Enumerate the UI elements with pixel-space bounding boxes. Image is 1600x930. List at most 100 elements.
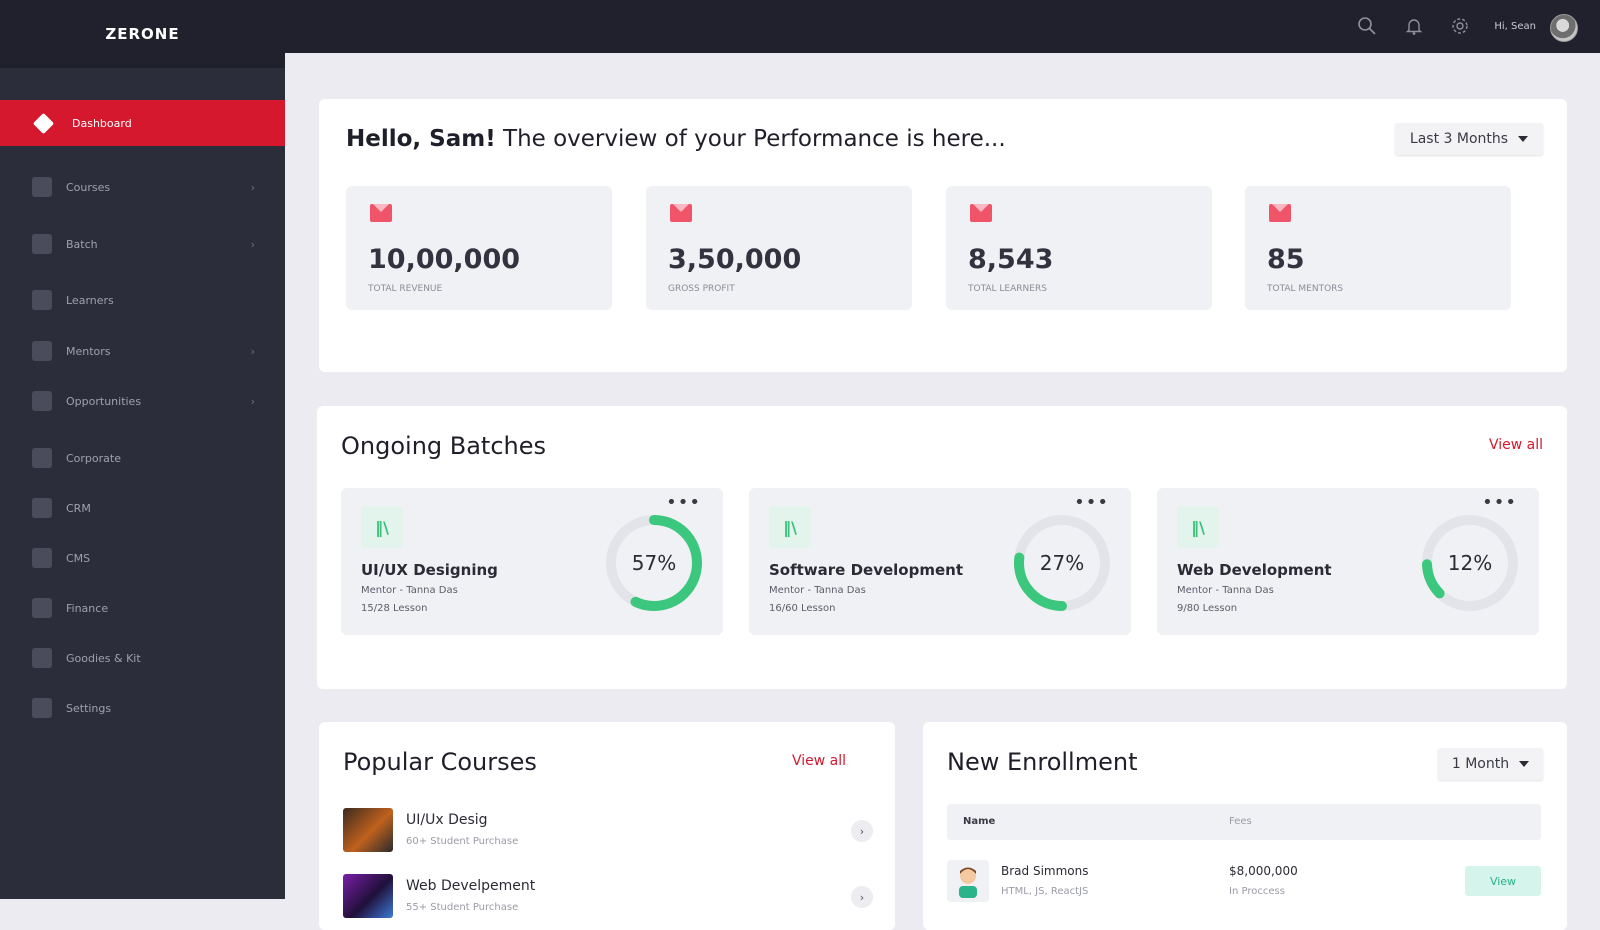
chevron-right-icon[interactable]: › (851, 886, 873, 908)
new-enrollment-card: New Enrollment 1 Month Name Fees Brad Si… (923, 722, 1567, 930)
sidebar-item-label: Learners (66, 293, 114, 307)
greeting-bold: Hello, Sam! (346, 126, 496, 152)
sidebar-item-corporate[interactable]: Corporate (0, 435, 285, 481)
column-header-name: Name (963, 816, 996, 827)
stat-card-learners: 8,543 TOTAL LEARNERS (946, 186, 1212, 310)
course-purchases: 60+ Student Purchase (406, 836, 519, 847)
sidebar-item-label: Corporate (66, 451, 121, 465)
enrollment-period-dropdown[interactable]: 1 Month (1438, 748, 1543, 780)
stat-label: TOTAL REVENUE (368, 284, 443, 294)
caret-down-icon (1518, 136, 1529, 142)
search-icon[interactable] (1357, 16, 1377, 36)
batch-mentor: Mentor - Tanna Das (1177, 585, 1274, 596)
user-greeting: Hi, Sean (1494, 21, 1536, 32)
sidebar-item-settings[interactable]: Settings (0, 685, 285, 731)
learners-icon (32, 290, 52, 310)
sidebar-item-label: Courses (66, 180, 111, 194)
batch-lessons: 9/80 Lesson (1177, 603, 1238, 614)
goodies-icon (32, 648, 52, 668)
course-purchases: 55+ Student Purchase (406, 902, 519, 913)
batch-name: Software Development (769, 561, 963, 579)
more-icon[interactable]: ••• (1482, 492, 1517, 513)
enrollee-name: Brad Simmons (1001, 864, 1089, 878)
period-dropdown[interactable]: Last 3 Months (1395, 123, 1543, 155)
sidebar-item-mentors[interactable]: Mentors › (0, 328, 285, 374)
books-icon (32, 391, 52, 411)
envelope-icon (670, 204, 692, 222)
envelope-icon (1269, 204, 1291, 222)
stat-value: 8,543 (968, 244, 1054, 275)
sidebar-item-goodies[interactable]: Goodies & Kit (0, 635, 285, 681)
popular-courses-card: Popular Courses View all UI/Ux Desig 60+… (319, 722, 895, 930)
page-title: Hello, Sam! The overview of your Perform… (346, 126, 1006, 152)
batches-title: Ongoing Batches (341, 432, 547, 460)
enrollment-period-label: 1 Month (1451, 756, 1510, 772)
enrollee-fees: $8,000,000 (1229, 864, 1298, 878)
sidebar-item-label: CMS (66, 551, 91, 565)
batch-card-uiux[interactable]: ‖\ ••• UI/UX Designing Mentor - Tanna Da… (341, 488, 723, 635)
sidebar-item-label: Dashboard (72, 116, 132, 130)
sidebar-item-label: Opportunities (66, 394, 142, 408)
chevron-right-icon: › (250, 180, 255, 194)
batch-name: Web Development (1177, 561, 1332, 579)
greeting-rest: The overview of your Performance is here… (495, 126, 1006, 152)
gear-icon[interactable] (1450, 16, 1470, 36)
topbar: Hi, Sean (285, 0, 1600, 53)
batch-card-software[interactable]: ‖\ ••• Software Development Mentor - Tan… (749, 488, 1131, 635)
enrollee-status: In Proccess (1229, 886, 1285, 897)
sidebar-item-label: Batch (66, 237, 98, 251)
course-name: Web Develpement (406, 878, 536, 894)
courses-title: Popular Courses (343, 748, 537, 776)
batch-mentor: Mentor - Tanna Das (769, 585, 866, 596)
batches-view-all-link[interactable]: View all (1488, 437, 1543, 453)
stat-value: 10,00,000 (368, 244, 521, 275)
sidebar-item-crm[interactable]: CRM (0, 485, 285, 531)
more-icon[interactable]: ••• (666, 492, 701, 513)
stat-card-revenue: 10,00,000 TOTAL REVENUE (346, 186, 612, 310)
caret-down-icon (1519, 761, 1530, 767)
sidebar-item-dashboard[interactable]: Dashboard (0, 100, 285, 146)
sidebar-item-courses[interactable]: Courses › (0, 164, 285, 210)
chevron-right-icon: › (250, 344, 255, 358)
chevron-right-icon[interactable]: › (851, 820, 873, 842)
table-header: Name Fees (947, 804, 1541, 840)
avatar[interactable] (1550, 14, 1578, 42)
batch-name: UI/UX Designing (361, 561, 498, 579)
table-row: Brad Simmons HTML, JS, ReactJS $8,000,00… (947, 860, 1541, 904)
chevron-right-icon: › (250, 237, 255, 251)
course-thumbnail (343, 808, 393, 852)
sidebar-item-finance[interactable]: Finance (0, 585, 285, 631)
sidebar-item-cms[interactable]: CMS (0, 535, 285, 581)
batches-card: Ongoing Batches View all ‖\ ••• UI/UX De… (317, 406, 1567, 689)
progress-label: 27% (1040, 551, 1084, 575)
progress-donut: 27% (1014, 515, 1110, 611)
stat-label: GROSS PROFIT (668, 284, 735, 294)
envelope-icon (970, 204, 992, 222)
progress-donut: 12% (1422, 515, 1518, 611)
sidebar-item-label: CRM (66, 501, 91, 515)
progress-arc (606, 515, 702, 611)
sidebar-item-batch[interactable]: Batch › (0, 221, 285, 267)
course-row[interactable]: Web Develpement 55+ Student Purchase › (343, 874, 873, 918)
sidebar-item-label: Settings (66, 701, 112, 715)
course-row[interactable]: UI/Ux Desig 60+ Student Purchase › (343, 808, 873, 852)
course-thumbnail (343, 874, 393, 918)
books-icon: ‖\ (769, 506, 811, 548)
bell-icon[interactable] (1404, 16, 1424, 36)
sidebar-item-opportunities[interactable]: Opportunities › (0, 378, 285, 424)
stat-label: TOTAL LEARNERS (968, 284, 1047, 294)
sidebar-item-learners[interactable]: Learners (0, 277, 285, 323)
stat-label: TOTAL MENTORS (1267, 284, 1344, 294)
batch-card-web[interactable]: ‖\ ••• Web Development Mentor - Tanna Da… (1157, 488, 1539, 635)
batch-mentor: Mentor - Tanna Das (361, 585, 458, 596)
batch-lessons: 15/28 Lesson (361, 603, 428, 614)
view-button[interactable]: View (1465, 866, 1541, 896)
sidebar-item-label: Goodies & Kit (66, 651, 141, 665)
progress-arc (1014, 515, 1110, 611)
avatar (947, 860, 989, 902)
course-name: UI/Ux Desig (406, 812, 488, 828)
sidebar: ZERONE Dashboard Courses › Batch › Learn… (0, 0, 285, 899)
more-icon[interactable]: ••• (1074, 492, 1109, 513)
courses-view-all-link[interactable]: View all (792, 753, 847, 769)
progress-label: 57% (632, 551, 676, 575)
